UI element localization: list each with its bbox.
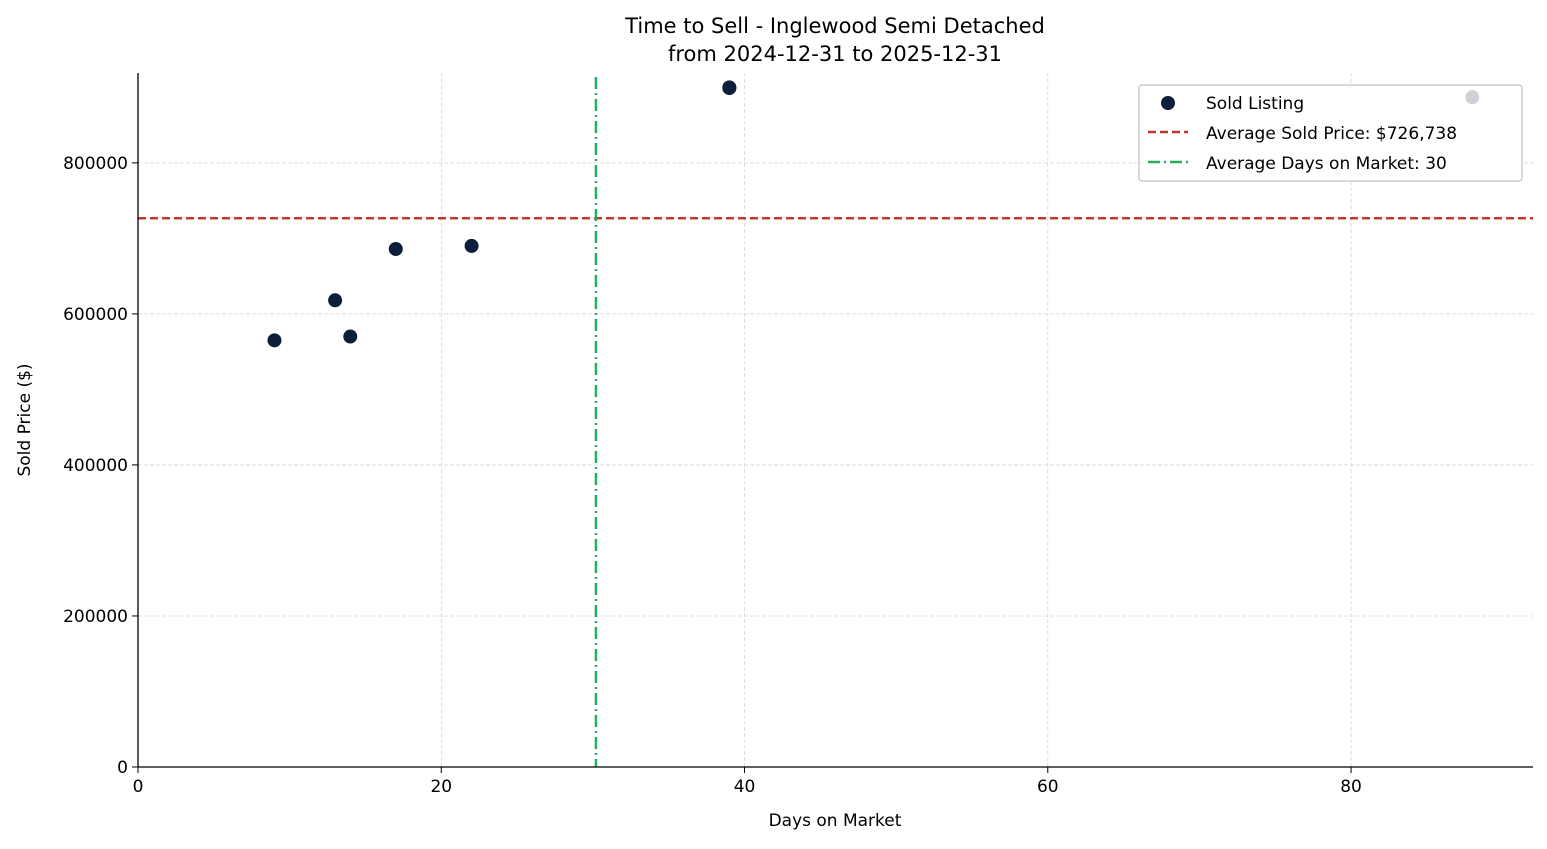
legend-box: [1138, 84, 1523, 182]
x-tick-label: 60: [1037, 777, 1059, 797]
y-tick-label: 0: [117, 758, 128, 778]
axes: 0 20 40 60 80 0 200000 400000 600000 800000: [63, 73, 1533, 797]
chart-title: Time to Sell - Inglewood Semi Detached: [624, 14, 1045, 38]
x-axis-label: Days on Market: [769, 811, 902, 831]
chart-subtitle: from 2024-12-31 to 2025-12-31: [668, 42, 1002, 66]
data-point: [267, 333, 282, 348]
legend-marker-sold-listing: [1161, 96, 1175, 110]
y-tick-label: 400000: [63, 456, 128, 476]
x-tick-label: 20: [430, 777, 452, 797]
data-point: [343, 329, 358, 344]
reference-lines: [138, 77, 1533, 767]
x-tick-label: 0: [133, 777, 144, 797]
y-axis-label: Sold Price ($): [15, 363, 35, 476]
data-point: [722, 81, 737, 96]
data-point: [328, 293, 343, 308]
y-tick-label: 800000: [63, 154, 128, 174]
legend-label-avg-price: Average Sold Price: $726,738: [1206, 124, 1457, 144]
grid: [138, 73, 1533, 767]
data-point: [388, 241, 403, 256]
x-tick-label: 40: [734, 777, 756, 797]
legend-label-avg-days: Average Days on Market: 30: [1206, 154, 1447, 174]
x-tick-label: 80: [1340, 777, 1362, 797]
legend-label-sold-listing: Sold Listing: [1206, 94, 1304, 114]
y-tick-label: 200000: [63, 607, 128, 627]
legend: Sold Listing Average Sold Price: $726,73…: [1138, 84, 1523, 182]
data-point: [464, 238, 479, 253]
y-tick-label: 600000: [63, 305, 128, 325]
